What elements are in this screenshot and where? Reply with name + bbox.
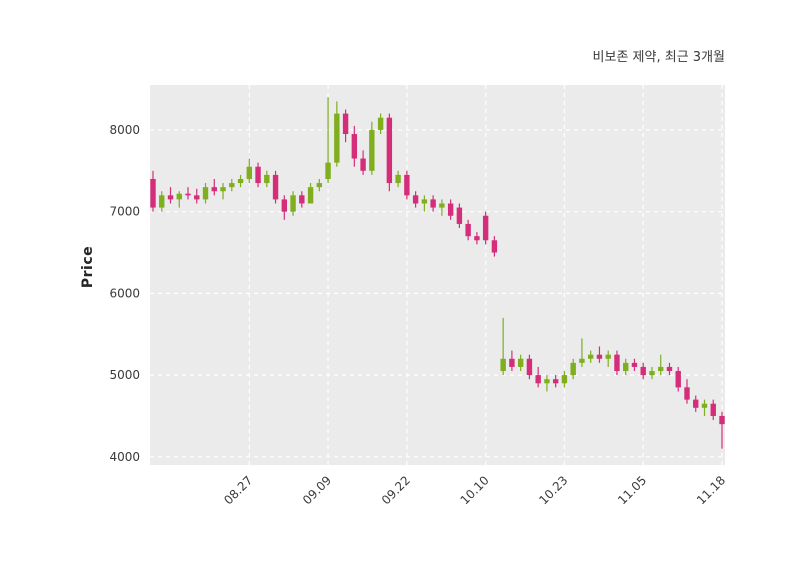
candle-body [412, 195, 419, 204]
candle-body [255, 166, 261, 184]
candle-body [377, 117, 384, 130]
candle-body [693, 399, 699, 408]
candle-body [675, 371, 681, 388]
candle-body [159, 195, 165, 208]
chart-title: 비보존 제약, 최근 3개월 [592, 50, 725, 65]
x-tick-label: 09.22 [379, 473, 413, 507]
candle-body [701, 403, 708, 408]
candle-body [482, 215, 489, 241]
candle-body [421, 199, 428, 204]
candle-body [614, 354, 620, 372]
candle-body [237, 178, 244, 184]
candle-body [404, 174, 410, 196]
candle-body [552, 379, 559, 384]
x-tick-label: 11.05 [615, 473, 649, 507]
y-tick-label: 7000 [109, 205, 140, 219]
candle-body [570, 362, 576, 376]
candle-body [579, 358, 585, 363]
y-axis-label: Price [80, 245, 96, 289]
candle-body [465, 223, 471, 237]
plot-area [150, 85, 725, 465]
candle-body [369, 129, 375, 171]
candle-body [430, 199, 436, 208]
candle-body [220, 187, 226, 192]
candle-body [281, 199, 288, 212]
y-tick-label: 8000 [109, 123, 140, 137]
candle-body [342, 113, 349, 135]
candle-body [710, 403, 716, 416]
candle-body [517, 358, 524, 367]
candle-body [596, 354, 603, 359]
y-tick-label: 6000 [109, 286, 140, 300]
candle-body [307, 187, 314, 204]
candle-body [623, 362, 629, 372]
candle-body [185, 193, 191, 196]
candle-body [719, 415, 725, 425]
candle-body [456, 207, 463, 224]
candle-body [640, 366, 646, 376]
candle-body [150, 178, 156, 208]
candle-body [544, 379, 550, 384]
candle-body [500, 358, 506, 372]
candle-body [561, 375, 568, 384]
candle-body [229, 183, 235, 188]
candle-body [211, 187, 217, 192]
candle-body [649, 371, 655, 376]
candle-body [509, 358, 515, 367]
candle-body [395, 174, 401, 184]
candle-body [194, 195, 200, 200]
candle-body [386, 117, 393, 184]
x-tick-label: 11.18 [694, 473, 728, 507]
candle-body [666, 366, 673, 372]
candle-body [658, 366, 664, 372]
y-tick-label: 4000 [109, 450, 140, 464]
candle-body [526, 358, 533, 376]
x-tick-label: 09.09 [300, 473, 334, 507]
candle-body [491, 240, 498, 253]
candle-body [246, 166, 252, 179]
candle-body [264, 174, 270, 184]
candle-body [474, 236, 480, 241]
x-tick-label: 10.23 [536, 473, 570, 507]
candle-body [631, 362, 638, 367]
x-tick-label: 10.10 [458, 473, 492, 507]
candle-body [202, 187, 209, 200]
candle-body [272, 174, 279, 200]
candle-body [351, 134, 358, 159]
candle-body [176, 193, 182, 200]
candle-body [684, 387, 690, 400]
candle-body [447, 203, 454, 216]
candle-body [360, 158, 366, 171]
candle-body [316, 183, 323, 188]
candle-body [325, 162, 331, 179]
candle-body [167, 195, 174, 200]
candle-body [299, 195, 305, 204]
candle-body [439, 203, 445, 208]
candle-body [535, 375, 541, 384]
x-tick-label: 08.27 [221, 473, 255, 507]
candle-body [587, 354, 594, 359]
candle-body [605, 354, 611, 359]
candle-body [334, 113, 340, 163]
y-tick-label: 5000 [109, 368, 140, 382]
candle-body [290, 195, 296, 212]
